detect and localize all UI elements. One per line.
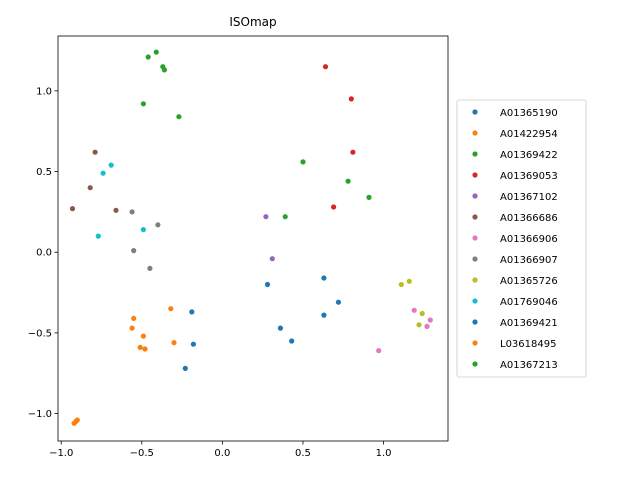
data-point-10-2 — [190, 341, 196, 347]
data-point-0-4 — [321, 312, 327, 318]
data-point-3-2 — [348, 96, 354, 102]
legend-marker-10 — [472, 319, 478, 325]
data-point-5-0 — [69, 206, 76, 212]
data-point-1-2 — [74, 417, 80, 423]
data-point-2-0 — [282, 214, 288, 220]
data-point-12-5 — [176, 114, 182, 120]
legend-marker-5 — [472, 214, 478, 220]
x-tick-label: 0.0 — [214, 448, 230, 459]
data-point-11-0 — [129, 325, 135, 331]
x-tick-label: −1.0 — [49, 448, 73, 459]
chart-title: ISOmap — [229, 15, 276, 29]
y-tick-label: 0.0 — [36, 248, 52, 259]
data-point-8-0 — [398, 281, 404, 288]
legend-marker-0 — [472, 109, 478, 115]
data-point-9-2 — [108, 162, 114, 168]
legend-label-6: A01366906 — [500, 234, 558, 245]
legend-marker-1 — [472, 130, 478, 136]
legend-marker-4 — [472, 193, 478, 199]
data-point-12-2 — [153, 49, 159, 55]
legend-marker-8 — [472, 277, 478, 283]
legend-label-4: A01367102 — [500, 192, 558, 203]
x-tick-label: 0.5 — [295, 448, 311, 459]
legend-label-7: A01366907 — [500, 255, 558, 266]
y-axis: −1.0 −0.5 0.0 0.5 1.0 — [28, 86, 58, 420]
data-point-5-3 — [113, 207, 119, 213]
legend-label-11: L03618495 — [500, 339, 556, 350]
legend-box — [456, 99, 587, 378]
data-point-0-3 — [321, 275, 327, 281]
legend-label-3: A01369053 — [500, 171, 558, 182]
data-point-0-1 — [277, 325, 283, 331]
data-point-10-0 — [182, 365, 188, 371]
data-point-7-2 — [147, 265, 153, 271]
legend-marker-2 — [472, 151, 478, 157]
data-point-8-2 — [416, 322, 422, 328]
data-point-8-1 — [406, 278, 412, 284]
legend-marker-11 — [472, 340, 478, 346]
data-point-11-4 — [142, 346, 148, 352]
points-layer — [69, 49, 433, 426]
data-point-6-2 — [424, 323, 430, 329]
data-point-0-0 — [264, 281, 271, 288]
legend-marker-3 — [472, 172, 478, 178]
data-point-11-1 — [131, 315, 137, 321]
x-tick-label: −0.5 — [130, 448, 154, 459]
y-tick-label: −0.5 — [28, 328, 52, 339]
legend-label-10: A01369421 — [500, 318, 558, 329]
data-point-12-1 — [145, 54, 151, 60]
legend-marker-9 — [472, 298, 478, 304]
legend-label-2: A01369422 — [500, 150, 558, 161]
data-point-5-2 — [92, 149, 98, 155]
legend-marker-12 — [472, 361, 478, 367]
data-point-10-1 — [189, 309, 195, 315]
legend-marker-6 — [472, 235, 478, 241]
data-point-12-4 — [161, 67, 167, 73]
plot-frame — [57, 35, 449, 442]
data-point-6-3 — [427, 317, 433, 323]
data-point-3-3 — [350, 149, 356, 155]
data-point-9-0 — [95, 233, 101, 239]
data-point-9-1 — [100, 170, 106, 176]
x-axis: −1.0 −0.5 0.0 0.5 1.0 — [49, 441, 391, 459]
data-point-11-2 — [137, 344, 143, 350]
data-point-12-0 — [140, 101, 146, 107]
y-tick-label: 0.5 — [36, 167, 52, 178]
data-point-3-0 — [322, 64, 329, 70]
legend-label-8: A01365726 — [500, 276, 558, 287]
data-point-6-1 — [411, 307, 417, 313]
data-point-0-5 — [335, 299, 341, 305]
data-point-7-0 — [129, 209, 135, 215]
data-point-2-1 — [300, 159, 306, 165]
data-point-4-0 — [263, 214, 269, 220]
legend-label-12: A01367213 — [500, 360, 558, 371]
data-point-2-3 — [366, 194, 372, 200]
data-point-4-1 — [269, 256, 275, 262]
data-point-7-1 — [131, 248, 137, 254]
legend-marker-7 — [472, 256, 478, 262]
data-point-7-3 — [155, 222, 161, 228]
x-tick-label: 1.0 — [376, 448, 392, 459]
legend-label-1: A01422954 — [500, 129, 558, 140]
legend-label-9: A01769046 — [500, 297, 558, 308]
y-tick-label: −1.0 — [28, 409, 52, 420]
legend-label-5: A01366686 — [500, 213, 558, 224]
legend: A01365190 A01422954 A01369422 A01369053 A013… — [456, 99, 587, 378]
legend-label-0: A01365190 — [500, 108, 558, 119]
data-point-11-5 — [168, 306, 174, 312]
data-point-11-6 — [171, 340, 177, 346]
data-point-8-3 — [419, 310, 425, 317]
y-tick-label: 1.0 — [36, 86, 52, 97]
data-point-5-1 — [87, 185, 93, 191]
data-point-9-3 — [140, 227, 146, 233]
data-point-3-1 — [331, 204, 337, 210]
data-point-6-0 — [376, 348, 382, 354]
data-point-0-2 — [289, 338, 295, 344]
data-point-2-2 — [345, 178, 351, 184]
data-point-11-3 — [140, 333, 146, 339]
